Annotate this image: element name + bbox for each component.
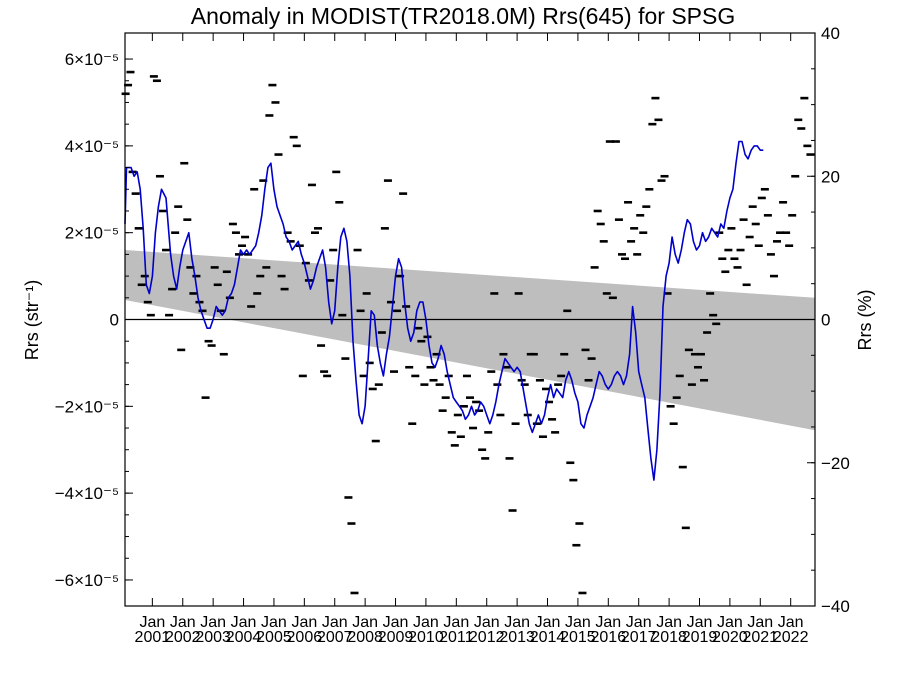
y-tick-label-right: 40 [821,24,840,43]
x-tick-year-label: 2006 [287,629,323,646]
x-tick-month-label: Jan [231,614,257,631]
x-tick-month-label: Jan [717,614,743,631]
x-tick-month-label: Jan [595,614,621,631]
x-tick-month-label: Jan [200,614,226,631]
x-tick-month-label: Jan [778,614,804,631]
uncertainty-band [125,250,815,431]
y-tick-label-left: 6×10⁻⁵ [65,50,119,69]
chart-title: Anomaly in MODIST(TR2018.0M) Rrs(645) fo… [191,3,735,29]
x-tick-month-label: Jan [443,614,469,631]
y-tick-label-left: 0 [110,311,119,330]
x-tick-year-label: 2013 [499,629,535,646]
x-tick-month-label: Jan [687,614,713,631]
x-tick-year-label: 2016 [591,629,627,646]
x-tick-year-label: 2011 [439,629,474,646]
x-tick-year-label: 2010 [408,629,444,646]
x-tick-year-label: 2001 [135,629,171,646]
y-tick-label-left: 4×10⁻⁵ [65,137,119,156]
x-tick-year-label: 2014 [530,629,566,646]
y-tick-label-right: 20 [821,167,840,186]
x-tick-month-label: Jan [474,614,500,631]
x-tick-month-label: Jan [261,614,287,631]
y-tick-label-right: −20 [821,454,850,473]
x-tick-year-label: 2008 [347,629,383,646]
y-tick-label-left: −6×10⁻⁵ [55,571,119,590]
smoothed-line-layer [124,140,764,481]
x-tick-month-label: Jan [413,614,439,631]
uncertainty-band-layer [125,250,815,431]
y-tick-label-right: −40 [821,597,850,616]
x-tick-month-label: Jan [626,614,652,631]
x-tick-month-label: Jan [291,614,317,631]
x-tick-month-label: Jan [322,614,348,631]
x-tick-year-label: 2002 [165,629,201,646]
x-tick-month-label: Jan [656,614,682,631]
x-tick-month-label: Jan [139,614,165,631]
y-axis-label-right: Rrs (%) [855,290,875,351]
x-tick-year-label: 2012 [469,629,505,646]
y-axis-label-left: Rrs (str⁻¹) [22,280,42,360]
x-tick-month-label: Jan [383,614,409,631]
x-tick-year-label: 2007 [317,629,353,646]
x-tick-month-label: Jan [504,614,530,631]
x-tick-month-label: Jan [352,614,378,631]
smoothed-series-line [124,140,764,481]
y-tick-label-left: −2×10⁻⁵ [55,397,119,416]
x-tick-month-label: Jan [170,614,196,631]
x-tick-year-label: 2015 [560,629,596,646]
axes-layer: 6×10⁻⁵ 4×10⁻⁵ 2×10⁻⁵ 0 −2×10⁻⁵ −4×10⁻⁵ −6×10⁻⁵… [55,24,850,646]
x-tick-year-label: 2004 [226,629,262,646]
x-tick-year-label: 2021 [742,629,778,646]
x-tick-year-label: 2019 [682,629,718,646]
x-tick-year-label: 2005 [256,629,292,646]
x-tick-year-label: 2022 [773,629,809,646]
x-tick-month-label: Jan [747,614,773,631]
x-tick-month-label: Jan [565,614,591,631]
x-tick-year-label: 2018 [651,629,687,646]
y-tick-label-right: 0 [821,311,830,330]
y-tick-label-left: 2×10⁻⁵ [65,224,119,243]
x-tick-year-label: 2003 [195,629,231,646]
x-tick-year-label: 2009 [378,629,414,646]
x-tick-year-label: 2017 [621,629,657,646]
y-tick-label-left: −4×10⁻⁵ [55,484,119,503]
x-tick-month-label: Jan [535,614,561,631]
x-tick-year-label: 2020 [712,629,748,646]
